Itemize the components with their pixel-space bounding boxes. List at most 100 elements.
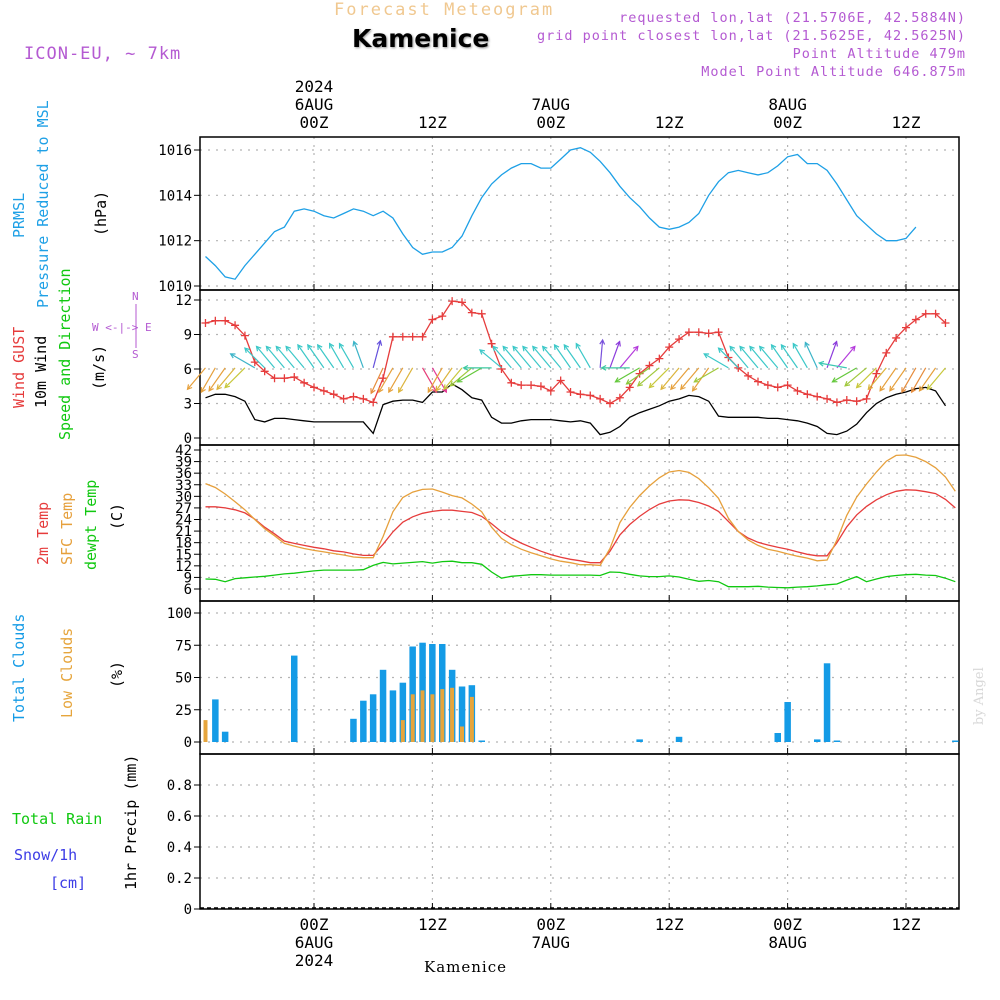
wind-direction-arrow [832, 367, 857, 383]
wind-arrow-head [831, 377, 838, 383]
bottom-time-label: 2024 [295, 951, 334, 970]
clouds-ytick-label: 75 [175, 638, 192, 654]
top-time-label: 6AUG [295, 95, 334, 114]
wind-direction-arrow [819, 362, 847, 369]
wind-arrow-head [889, 385, 895, 392]
gust-marker [655, 354, 664, 363]
wind-direction-arrow [844, 367, 867, 387]
wind-arrow-head [531, 345, 538, 352]
pressure-ytick-label: 1014 [158, 188, 192, 204]
gust-marker [319, 386, 328, 395]
wind-arrow-head [703, 353, 710, 359]
wind-series-line [205, 383, 947, 436]
gust-marker [734, 363, 743, 372]
gust-marker [477, 309, 486, 318]
model-label: ICON-EU, ~ 7km [24, 44, 182, 64]
gust-marker [300, 378, 309, 387]
gust-marker [704, 329, 713, 338]
gust-marker [310, 383, 318, 392]
wind-ytick-label: 12 [175, 293, 192, 309]
cloud-bar [478, 740, 485, 742]
wind-arrow-head [739, 345, 745, 352]
wind-arrow-head [492, 345, 499, 352]
wind-direction-arrow [637, 367, 660, 387]
top-time-label: 2024 [295, 77, 334, 96]
temperature-ytick-label: 21 [175, 524, 192, 540]
wind-arrow-head [648, 382, 655, 389]
wind-arrow-head [216, 384, 222, 391]
wind-direction-arrow [208, 367, 226, 392]
wind-arrow-head [200, 387, 206, 394]
cloud-bar [774, 733, 781, 742]
gust-marker [329, 390, 338, 399]
cloud-bar [469, 696, 474, 742]
temperature-ytick-label: 6 [184, 582, 192, 598]
wind-direction-arrow [563, 344, 581, 369]
clouds-ytick-label: 25 [175, 703, 192, 719]
top-time-label: 12Z [892, 113, 921, 132]
temp-sfc-label: SFC Temp [58, 493, 76, 565]
bottom-time-label: 6AUG [295, 933, 334, 952]
pressure-ytick-label: 1016 [158, 143, 192, 159]
gust-marker [902, 323, 910, 332]
wind-direction-arrow [200, 367, 216, 393]
wind-direction-arrow [648, 367, 670, 389]
top-time-label: 00Z [536, 113, 565, 132]
gust-marker [793, 386, 802, 395]
wind-dir-label: Speed and Direction [56, 268, 74, 440]
wind-ytick-label: 0 [184, 431, 192, 447]
wind-unit-label: (m/s) [90, 345, 108, 390]
cloud-bar [399, 682, 407, 742]
compass-ew-label: W <-|-> E [92, 321, 152, 334]
top-time-label: 00Z [773, 113, 802, 132]
wind-arrow-head [502, 345, 509, 352]
cloud-bar [203, 720, 208, 742]
bottom-time-label: 12Z [655, 915, 684, 934]
wind-arrow-head [599, 338, 606, 345]
wind-direction-arrow [297, 344, 315, 369]
wind-arrow-head [328, 342, 335, 349]
gust-marker [231, 321, 240, 330]
temperature-ytick-label: 36 [175, 466, 192, 482]
cloud-bar [429, 644, 436, 742]
wind-arrow-head [522, 345, 528, 352]
top-time-label: 12Z [418, 113, 447, 132]
wind-arrow-head [867, 384, 874, 391]
gust-marker [823, 394, 832, 403]
wind-arrow-head [615, 340, 621, 347]
bottom-time-label: 7AUG [532, 933, 571, 952]
wind-arrow-head [443, 384, 449, 391]
cloud-bar [409, 646, 416, 742]
wind-direction-arrow [285, 346, 305, 369]
wind-direction-arrow [353, 341, 364, 369]
cloud-bar [350, 718, 357, 742]
wind-direction-arrow [244, 347, 266, 369]
wind-arrow-head [632, 345, 639, 352]
gust-marker [586, 391, 595, 400]
point-altitude: Point Altitude 479m [792, 46, 966, 62]
wind-arrow-head [691, 385, 698, 392]
wind-direction-arrow [619, 346, 639, 369]
wind-ytick-label: 6 [184, 362, 192, 378]
gust-marker [507, 378, 516, 387]
bottom-time-label: 12Z [418, 915, 447, 934]
wind-arrow-head [338, 342, 345, 349]
pressure-ytick-label: 1012 [158, 234, 192, 250]
wind-arrow-head [265, 345, 272, 352]
wind-10m-label: 10m Wind [32, 336, 50, 408]
wind-direction-arrow [388, 367, 404, 393]
gust-marker [458, 298, 466, 307]
gust-marker [546, 386, 555, 395]
location-title: Kamenice [352, 24, 490, 53]
temperature-ytick-label: 39 [175, 455, 192, 471]
wind-arrow-head [208, 385, 214, 392]
gust-marker [260, 367, 269, 376]
wind-direction-arrow [492, 346, 512, 369]
compass-s-label: S [132, 348, 139, 361]
gust-marker [339, 394, 348, 403]
wind-arrow-head [456, 377, 463, 383]
gust-marker [892, 333, 901, 342]
precip-axis-label: 1hr Precip (mm) [122, 755, 140, 890]
bottom-time-label: 8AUG [768, 933, 807, 952]
